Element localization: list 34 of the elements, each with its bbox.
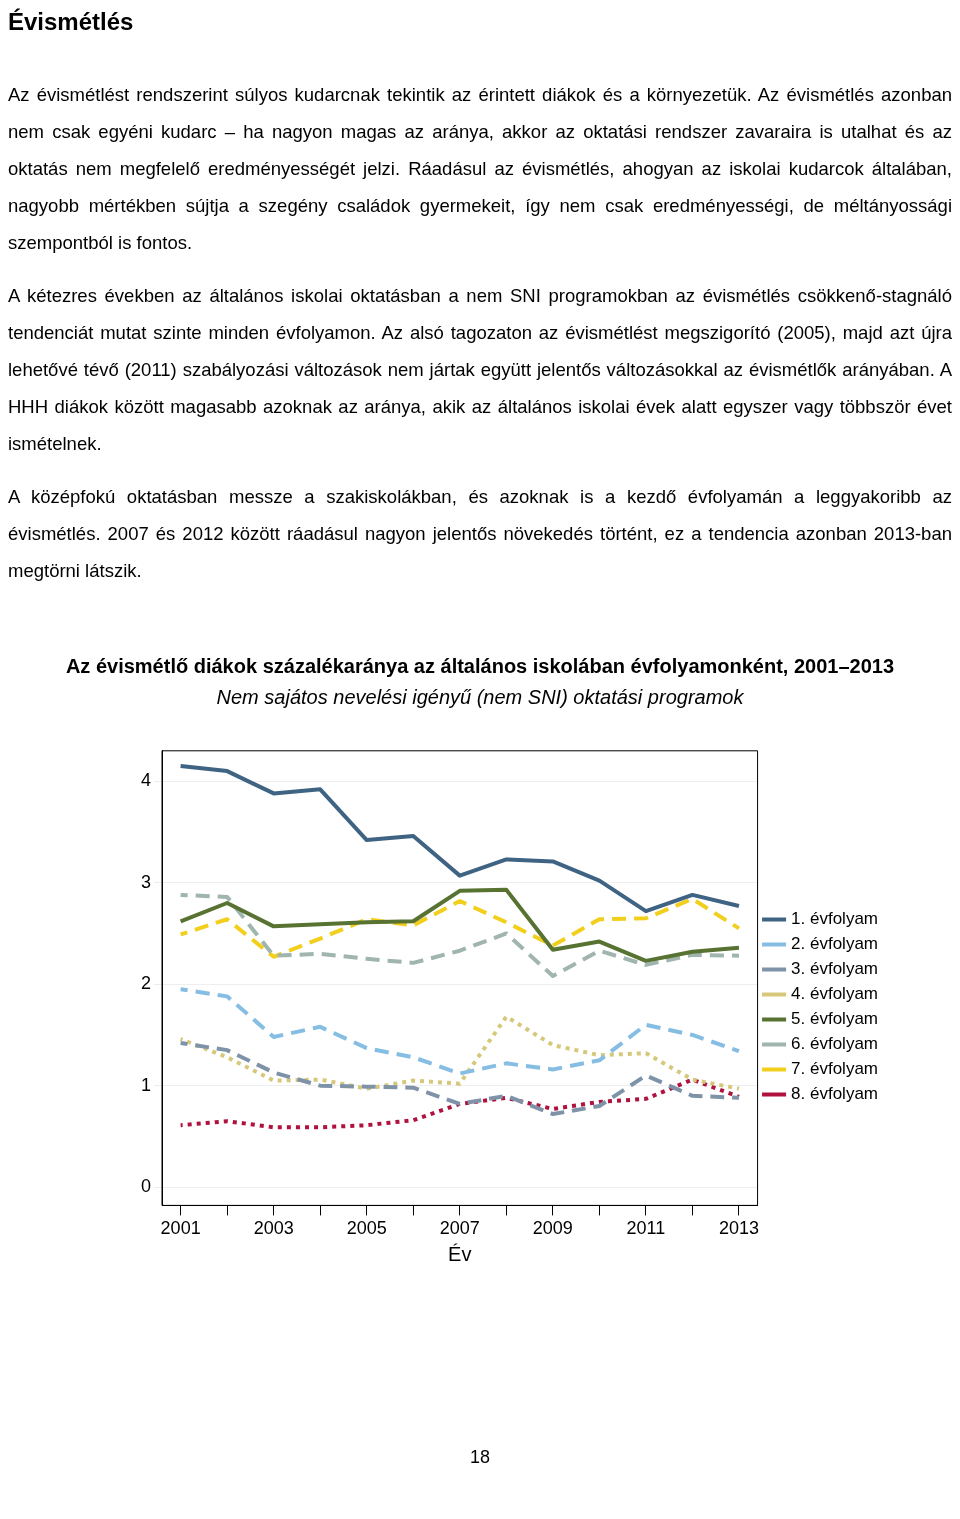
x-tick-label: 2005 — [346, 1218, 387, 1239]
line-series — [178, 987, 741, 1076]
y-tick-label: 0 — [141, 1176, 152, 1197]
line-series — [178, 1014, 741, 1091]
legend-label: 8. évfolyam — [791, 1084, 879, 1104]
line-series — [178, 1077, 741, 1130]
text: Az évismétlést rendszerint súlyos kudarcnak tekintik az érintett diákok és a környezetük. Az évismétlés azonban nem csak egyéni kudarc – ha nagyon magas az aránya, akkor az oktatási rendszer zavaraira is utalhat és az oktatás nem megfelelő eredményességét jelzi. Ráadásul az évismétlés, ahogyan az iskolai kudarcok általában, nagyobb mértékben sújtja a szegény családok gyermekeit, így nem csak eredményességi, de méltányossági szempontból is fontos. — [8, 83, 952, 255]
chart-title: Az évismétlő diákok százalékaránya az általános iskolában évfolyamonként, 2001–2013 — [64, 655, 896, 678]
legend-label: 2. évfolyam — [791, 934, 879, 954]
x-axis-title: Év — [448, 1242, 472, 1265]
legend-label: 1. évfolyam — [791, 909, 879, 929]
line-series — [178, 892, 741, 979]
x-tick-label: 2009 — [532, 1218, 573, 1239]
line-series — [178, 896, 741, 959]
x-tick-label: 2011 — [626, 1218, 666, 1239]
text: A középfokú oktatásban messze a szakiskolákban, és azoknak is a kezdő évfolyamán a leggyakoribb az évismétlés. 2007 és 2012 között ráadásul nagyon jelentős növekedés történt, ez a tendencia azonban 2013-ban megtörni látszik. — [8, 485, 952, 583]
text: Évismétlés — [8, 8, 135, 36]
line-series — [178, 1041, 741, 1117]
legend-label: 5. évfolyam — [791, 1009, 879, 1029]
chart-subtitle: Nem sajátos nevelési igényű (nem SNI) oktatási programok — [215, 686, 745, 709]
x-tick-label: 2001 — [160, 1218, 201, 1239]
y-tick-label: 2 — [141, 973, 152, 994]
y-tick-label: 4 — [141, 770, 152, 791]
x-tick-label: 2003 — [253, 1218, 294, 1239]
legend-label: 6. évfolyam — [791, 1034, 879, 1054]
text: 18 — [469, 1447, 491, 1468]
x-tick-label: 2007 — [439, 1218, 480, 1239]
y-tick-label: 1 — [141, 1074, 152, 1095]
y-tick-label: 3 — [141, 871, 152, 892]
legend-label: 7. évfolyam — [791, 1059, 879, 1079]
x-tick-label: 2013 — [718, 1218, 759, 1239]
legend-label: 3. évfolyam — [791, 959, 879, 979]
text: A kétezres években az általános iskolai oktatásban a nem SNI programokban az évismétlés csökkenő-stagnáló tendenciát mutat szinte minden évfolyamon. Az alsó tagozaton az évismétlést megszigorító (2005), majd azt újra lehetővé tévő (2011) szabályozási változások nem jártak együtt jelentős változásokkal az évismétlők arányában. A HHH diákok között magasabb azoknak az aránya, akik az általános iskolai évek alatt egyszer vagy többször évet ismételnek. — [8, 284, 952, 456]
legend-label: 4. évfolyam — [791, 984, 879, 1004]
